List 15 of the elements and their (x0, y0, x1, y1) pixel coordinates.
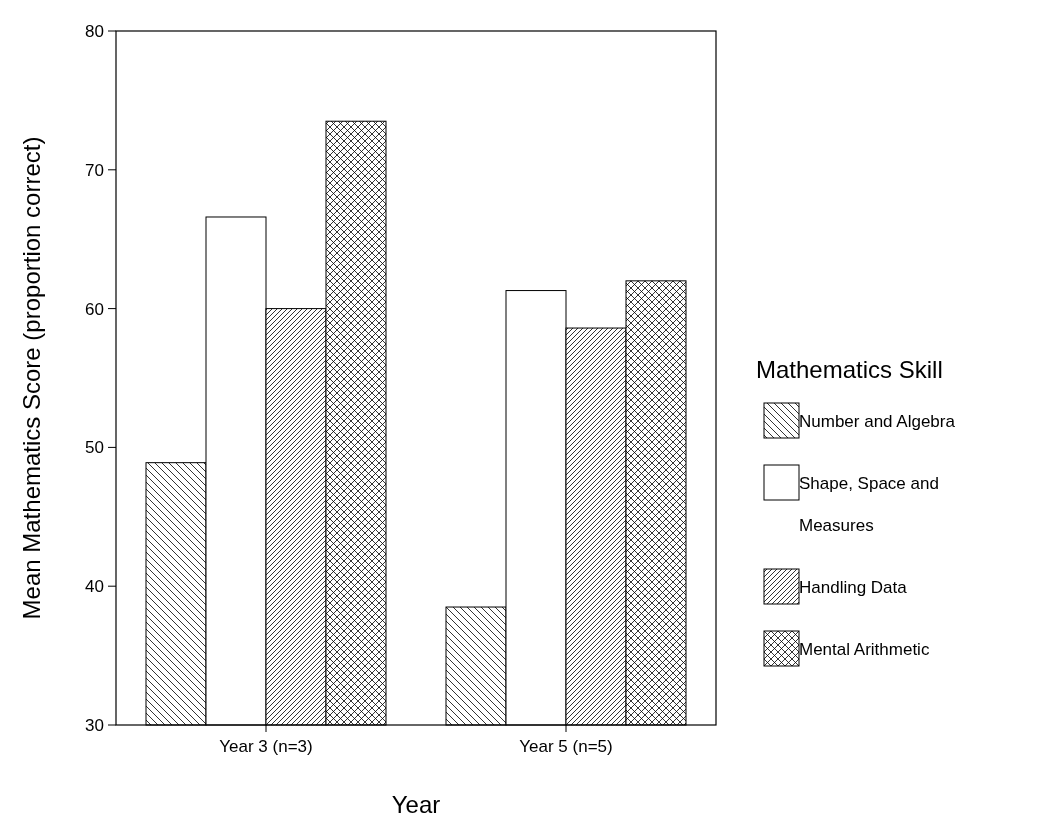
x-tick-label: Year 3 (n=3) (219, 737, 313, 756)
y-tick-label: 70 (85, 160, 104, 180)
y-tick-label: 30 (85, 715, 104, 735)
text: Shape, Space and Measures (799, 474, 939, 535)
legend-label: Mental Arithmetic (799, 640, 930, 659)
y-tick-label: 80 (85, 21, 104, 41)
y-tick-label: 60 (85, 299, 104, 319)
x-axis-title: Year (391, 791, 441, 818)
y-tick-label: 50 (85, 438, 104, 458)
y-tick-label: 40 (85, 577, 104, 597)
x-tick-label: Year 5 (n=5) (519, 737, 613, 756)
legend-title: Mathematics Skill (756, 356, 943, 383)
legend-label: Handling Data (799, 578, 908, 597)
y-axis-title: Mean Mathematics Score (proportion correct) (18, 136, 45, 620)
legend-label: Number and Algebra (799, 412, 956, 431)
